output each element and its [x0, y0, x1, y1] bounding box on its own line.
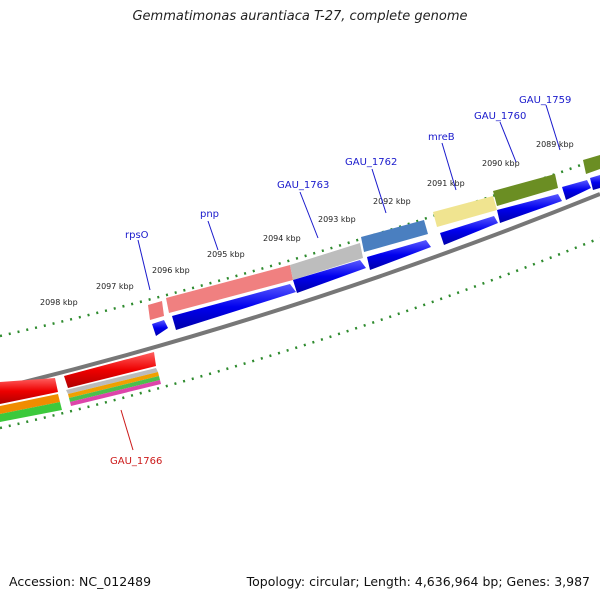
- ruler-label: 2095 kbp: [207, 250, 245, 259]
- gene-label-pnp: pnp: [200, 209, 219, 220]
- accession-text: Accession: NC_012489: [9, 574, 152, 589]
- gradient-band: [68, 372, 159, 398]
- cds-arrow-reverse: [0, 378, 58, 404]
- cds-arrow: [562, 180, 591, 200]
- gene-label-mreB: mreB: [428, 132, 455, 143]
- reverse-features: [0, 352, 161, 422]
- ruler-label: 2097 kbp: [96, 282, 134, 291]
- cds-arrow: [293, 260, 366, 293]
- ruler-label: 2093 kbp: [318, 215, 356, 224]
- feature-gau1763-block: [290, 243, 363, 280]
- feature-gau1759-block: [583, 155, 600, 174]
- gradient-band: [66, 368, 158, 394]
- gene-label-gau1759: GAU_1759: [519, 95, 571, 106]
- gene-label-gau1766: GAU_1766: [110, 456, 162, 467]
- cds-arrow: [367, 240, 431, 270]
- topology-text: Topology: circular; Length: 4,636,964 bp…: [246, 574, 590, 589]
- gradient-band: [69, 376, 160, 402]
- cds-arrow: [440, 216, 498, 245]
- gene-label-rpsO: rpsO: [125, 230, 149, 241]
- forward-colored-features: [148, 155, 600, 320]
- cds-arrow: [172, 284, 296, 330]
- green-band: [0, 402, 62, 422]
- backbone-arc: [0, 192, 600, 390]
- cds-arrow: [497, 194, 562, 223]
- ruler-label: 2094 kbp: [263, 234, 301, 243]
- ruler-label: 2092 kbp: [373, 197, 411, 206]
- gene-label-gau1763: GAU_1763: [277, 180, 329, 191]
- feature-rpsO-block: [148, 301, 164, 320]
- ruler-label: 2098 kbp: [40, 298, 78, 307]
- ruler-label: 2091 kbp: [427, 179, 465, 188]
- feature-gau1762-block: [361, 220, 428, 252]
- gradient-band: [70, 380, 161, 406]
- gene-labels: rpsO pnp GAU_1763 GAU_1762 mreB GAU_1760…: [110, 95, 571, 467]
- feature-mreB-block: [433, 196, 497, 227]
- feature-gau1760-block: [493, 174, 558, 206]
- feature-pnp-block: [166, 265, 293, 313]
- map-title: Gemmatimonas aurantiaca T-27, complete g…: [132, 9, 468, 24]
- cds-arrow-reverse: [64, 352, 156, 388]
- cds-arrow: [590, 175, 600, 190]
- orange-band: [0, 394, 60, 414]
- ruler-label: 2089 kbp: [536, 140, 574, 149]
- gene-label-gau1760: GAU_1760: [474, 111, 526, 122]
- cds-arrow: [152, 320, 168, 336]
- forward-cds-arrows: [152, 175, 600, 336]
- ruler-labels: 2098 kbp 2097 kbp 2096 kbp 2095 kbp 2094…: [40, 140, 574, 307]
- ruler-label: 2096 kbp: [152, 266, 190, 275]
- ruler-label: 2090 kbp: [482, 159, 520, 168]
- gene-label-gau1762: GAU_1762: [345, 157, 397, 168]
